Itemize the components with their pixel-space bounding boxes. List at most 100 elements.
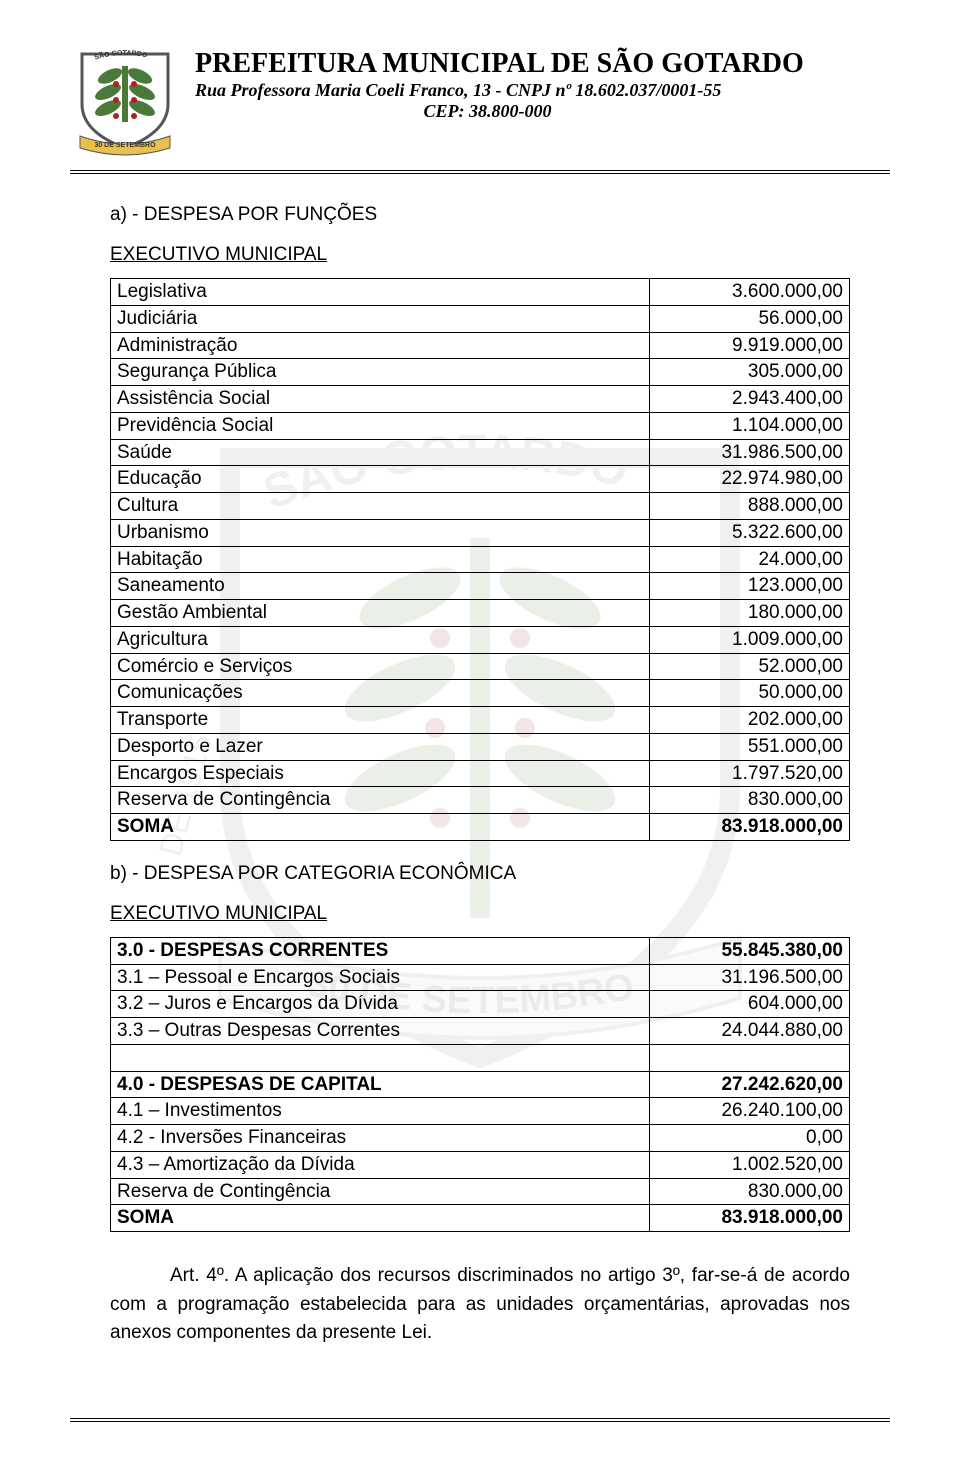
row-value: 3.600.000,00 [650,279,850,306]
row-value: 56.000,00 [650,305,850,332]
row-value: 52.000,00 [650,653,850,680]
row-label: Saneamento [111,573,650,600]
row-label: 3.1 – Pessoal e Encargos Sociais [111,964,650,991]
header-cep: CEP: 38.800-000 [85,101,890,122]
row-label: 3.3 – Outras Despesas Correntes [111,1018,650,1045]
soma-row: SOMA83.918.000,00 [111,1205,850,1232]
row-value: 123.000,00 [650,573,850,600]
soma-value: 83.918.000,00 [650,814,850,841]
row-label: Habitação [111,546,650,573]
row-value: 5.322.600,00 [650,519,850,546]
row-value: 27.242.620,00 [650,1071,850,1098]
table-row: 4.3 – Amortização da Dívida1.002.520,00 [111,1151,850,1178]
row-label: Assistência Social [111,386,650,413]
footer-divider [70,1418,890,1422]
table-a: Legislativa3.600.000,00Judiciária56.000,… [110,278,850,841]
article-text: Art. 4º. A aplicação dos recursos discri… [110,1262,850,1348]
row-label: Legislativa [111,279,650,306]
header-logo: 30 DE SETEMBRO SÃO GOTARDO [70,40,180,160]
row-label: 4.2 - Inversões Financeiras [111,1125,650,1152]
row-label: 3.2 – Juros e Encargos da Dívida [111,991,650,1018]
row-label: Reserva de Contingência [111,787,650,814]
row-label: 4.3 – Amortização da Dívida [111,1151,650,1178]
row-value: 0,00 [650,1125,850,1152]
table-row: Transporte202.000,00 [111,707,850,734]
table-row: 3.2 – Juros e Encargos da Dívida604.000,… [111,991,850,1018]
row-label: Comunicações [111,680,650,707]
soma-label: SOMA [111,814,650,841]
table-row: Legislativa3.600.000,00 [111,279,850,306]
table-row: 4.0 - DESPESAS DE CAPITAL27.242.620,00 [111,1071,850,1098]
table-row: Saneamento123.000,00 [111,573,850,600]
soma-value: 83.918.000,00 [650,1205,850,1232]
row-label: Encargos Especiais [111,760,650,787]
row-label: Segurança Pública [111,359,650,386]
table-row: Habitação24.000,00 [111,546,850,573]
row-value: 1.002.520,00 [650,1151,850,1178]
row-value: 888.000,00 [650,493,850,520]
row-value: 1.009.000,00 [650,626,850,653]
table-row: 3.3 – Outras Despesas Correntes24.044.88… [111,1018,850,1045]
table-row: Assistência Social2.943.400,00 [111,386,850,413]
row-label: Previdência Social [111,412,650,439]
row-label: Urbanismo [111,519,650,546]
table-row: 4.2 - Inversões Financeiras0,00 [111,1125,850,1152]
row-label: Saúde [111,439,650,466]
row-value: 1.797.520,00 [650,760,850,787]
row-label: Agricultura [111,626,650,653]
section-a-label: a) - DESPESA POR FUNÇÕES [110,204,890,226]
row-label: Gestão Ambiental [111,600,650,627]
table-row: Reserva de Contingência830.000,00 [111,787,850,814]
table-b: 3.0 - DESPESAS CORRENTES55.845.380,003.1… [110,937,850,1232]
header-divider [70,170,890,174]
row-label: Cultura [111,493,650,520]
row-value: 305.000,00 [650,359,850,386]
row-value: 22.974.980,00 [650,466,850,493]
soma-row: SOMA83.918.000,00 [111,814,850,841]
row-value: 604.000,00 [650,991,850,1018]
row-value: 50.000,00 [650,680,850,707]
row-value: 1.104.000,00 [650,412,850,439]
row-label: Administração [111,332,650,359]
row-value: 830.000,00 [650,1178,850,1205]
row-label: Transporte [111,707,650,734]
table-row: 4.1 – Investimentos26.240.100,00 [111,1098,850,1125]
table-row: Gestão Ambiental180.000,00 [111,600,850,627]
row-value: 2.943.400,00 [650,386,850,413]
row-value: 24.000,00 [650,546,850,573]
table-row: Comunicações50.000,00 [111,680,850,707]
row-value: 202.000,00 [650,707,850,734]
table-row: Cultura888.000,00 [111,493,850,520]
table-row: Judiciária56.000,00 [111,305,850,332]
row-label: Desporto e Lazer [111,733,650,760]
row-label: Judiciária [111,305,650,332]
row-label: Educação [111,466,650,493]
row-value: 551.000,00 [650,733,850,760]
row-value: 180.000,00 [650,600,850,627]
row-label: Comércio e Serviços [111,653,650,680]
row-value: 31.986.500,00 [650,439,850,466]
table-row: Reserva de Contingência830.000,00 [111,1178,850,1205]
row-value: 31.196.500,00 [650,964,850,991]
row-value: 55.845.380,00 [650,937,850,964]
table-row: Educação22.974.980,00 [111,466,850,493]
spacer-cell [650,1044,850,1071]
table-row: Comércio e Serviços52.000,00 [111,653,850,680]
header-subtitle: Rua Professora Maria Coeli Franco, 13 - … [195,80,890,101]
row-value: 9.919.000,00 [650,332,850,359]
table-row: 3.1 – Pessoal e Encargos Sociais31.196.5… [111,964,850,991]
row-label: 4.0 - DESPESAS DE CAPITAL [111,1071,650,1098]
soma-label: SOMA [111,1205,650,1232]
table-row: Segurança Pública305.000,00 [111,359,850,386]
row-label: Reserva de Contingência [111,1178,650,1205]
header-title: PREFEITURA MUNICIPAL DE SÃO GOTARDO [195,48,890,80]
spacer-cell [111,1044,650,1071]
table-row: 3.0 - DESPESAS CORRENTES55.845.380,00 [111,937,850,964]
table-row: Administração9.919.000,00 [111,332,850,359]
table-row: Urbanismo5.322.600,00 [111,519,850,546]
spacer-row [111,1044,850,1071]
document-header: 30 DE SETEMBRO SÃO GOTARDO PREFEITURA MU… [70,40,890,160]
table-row: Agricultura1.009.000,00 [111,626,850,653]
row-label: 4.1 – Investimentos [111,1098,650,1125]
row-value: 26.240.100,00 [650,1098,850,1125]
